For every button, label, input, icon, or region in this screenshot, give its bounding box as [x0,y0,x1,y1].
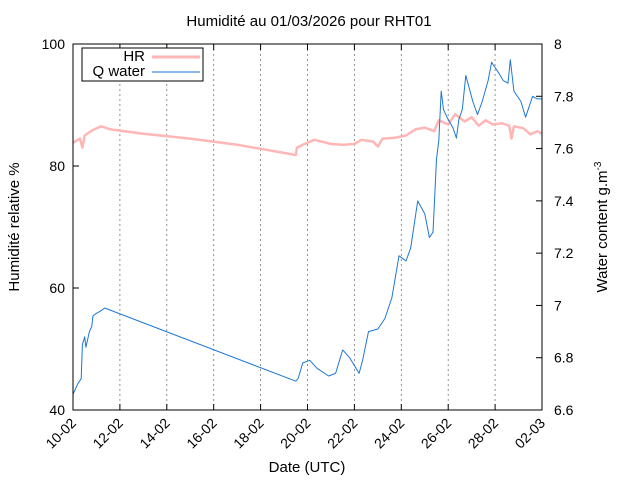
x-tick-label: 20-02 [277,415,314,452]
x-tick-label: 18-02 [230,415,267,452]
y-axis-left-label: Humidité relative % [6,162,23,291]
series-line-hr [72,112,543,157]
x-tick-label: 12-02 [89,415,126,452]
chart-title: Humidité au 01/03/2026 pour RHT01 [186,13,431,30]
y-axis-right-label: Water content g.m-3 [593,161,611,292]
series-line-q-water [72,59,542,395]
x-axis-label: Date (UTC) [269,459,346,476]
y-right-tick-label: 7.6 [554,141,574,157]
x-tick-label: 24-02 [371,415,408,452]
x-tick-label: 10-02 [42,415,79,452]
x-tick-label: 26-02 [418,415,455,452]
y-right-tick-label: 8 [554,36,562,52]
y-right-tick-label: 6.6 [554,402,574,418]
y-right-tick-label: 7.2 [554,245,574,261]
y-left-tick-label: 80 [49,158,65,174]
x-tick-label: 22-02 [324,415,361,452]
series-layer [72,59,543,395]
y-left-tick-label: 100 [42,36,66,52]
y-right-tick-label: 7 [554,297,562,313]
y-axis-right-label-sup: -3 [593,161,604,170]
x-tick-label: 02-03 [511,415,548,452]
y-left-tick-label: 40 [49,402,65,418]
y-right-tick-label: 6.8 [554,350,574,366]
y-left-tick-label: 60 [49,280,65,296]
x-tick-label: 28-02 [465,415,502,452]
x-tick-label: 16-02 [183,415,220,452]
x-tick-label: 14-02 [136,415,173,452]
legend: HR Q water [81,47,204,82]
legend-box [81,47,204,82]
legend-label-q-water: Q water [92,63,145,80]
legend-label-hr: HR [123,48,145,65]
y-axis-right-label-main: Water content g.m [594,170,611,292]
grid-lines [119,44,496,410]
y-right-tick-label: 7.8 [554,88,574,104]
y-right-tick-label: 7.4 [554,193,574,209]
